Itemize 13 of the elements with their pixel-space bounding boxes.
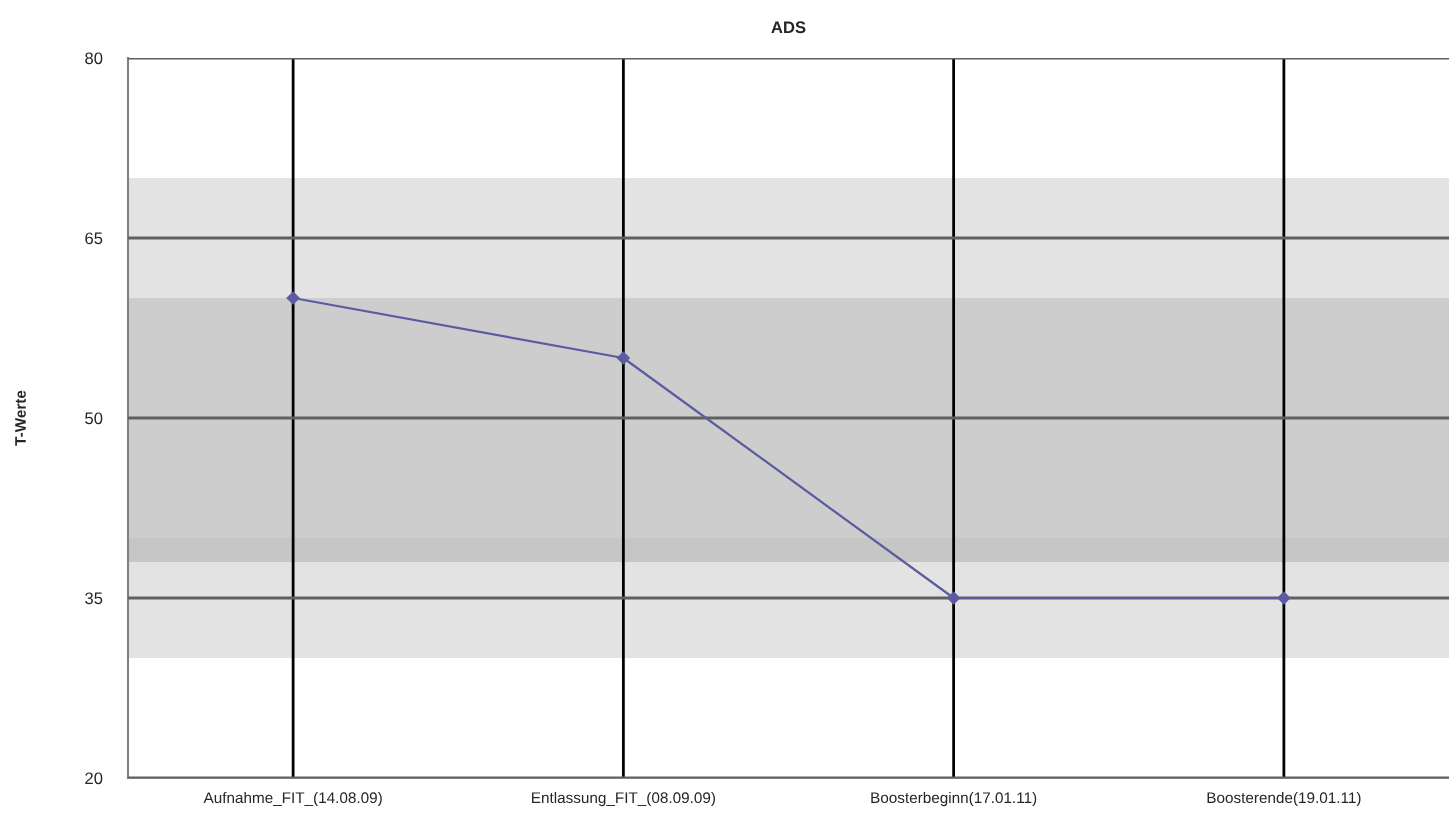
y-tick-label: 35 [85,592,103,605]
point [946,591,961,605]
y-tick-label: 80 [85,52,103,65]
x-tick-label: Boosterbeginn(17.01.11) [871,791,1037,807]
y-tick-label: 65 [85,232,103,245]
y-axis-title: T-Werte [15,390,26,446]
x-tick-label: Aufnahme_FIT_(14.08.09) [203,791,382,807]
x-tick-label: Entlassung_FIT_(08.09.09) [532,791,715,807]
x-tick-label: Boosterende(19.01.11) [1207,791,1361,807]
point [616,351,631,365]
y-tick-label: 20 [85,772,103,785]
chart-title: ADS [771,21,806,34]
y-tick-label: 50 [85,412,103,425]
